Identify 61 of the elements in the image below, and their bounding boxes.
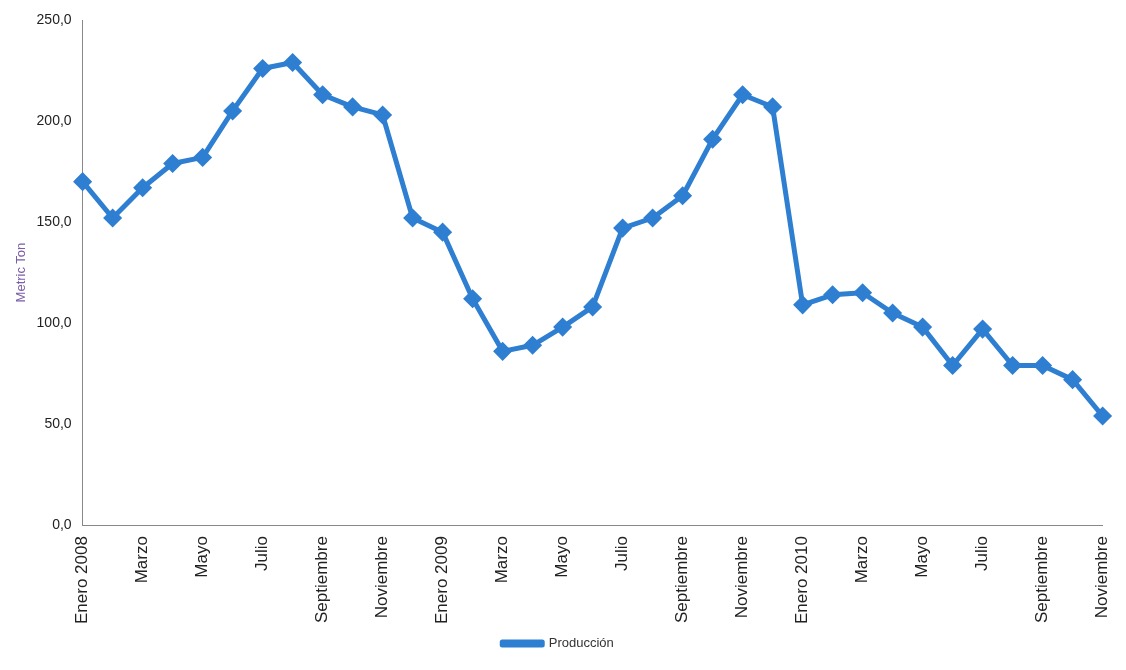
point xyxy=(764,98,782,116)
point xyxy=(284,53,302,71)
y-tick-label: 250,0 xyxy=(36,10,72,27)
point xyxy=(1034,356,1052,374)
point xyxy=(704,130,722,148)
x-tick-label: Mayo xyxy=(912,536,932,578)
x-tick-label: Mayo xyxy=(192,536,212,578)
x-tick-label: Julio xyxy=(972,536,992,572)
x-tick-label: Noviembre xyxy=(1092,536,1112,619)
x-tick-label: Noviembre xyxy=(732,536,752,619)
point xyxy=(1094,407,1112,425)
y-tick-label: 50,0 xyxy=(44,414,72,431)
point xyxy=(584,298,602,316)
point xyxy=(1004,356,1022,374)
x-tick-label: Marzo xyxy=(132,536,152,584)
point xyxy=(734,86,752,104)
x-tick-label: Septiembre xyxy=(312,536,332,624)
point xyxy=(1064,371,1082,389)
point xyxy=(554,318,572,336)
x-tick-label: Mayo xyxy=(552,536,572,578)
point xyxy=(224,102,242,120)
x-tick-label: Enero 2009 xyxy=(432,536,452,624)
y-tick-label: 200,0 xyxy=(36,111,72,128)
y-tick-label: 0,0 xyxy=(52,515,72,532)
point xyxy=(164,154,182,172)
x-tick-label: Marzo xyxy=(492,536,512,584)
point xyxy=(884,304,902,322)
point xyxy=(314,86,332,104)
point xyxy=(824,286,842,304)
point xyxy=(254,59,272,77)
y-tick-label: 150,0 xyxy=(36,212,72,229)
x-tick-label: Septiembre xyxy=(1032,536,1052,624)
point xyxy=(134,179,152,197)
point xyxy=(854,284,872,302)
point xyxy=(374,106,392,124)
x-tick-label: Marzo xyxy=(852,536,872,584)
point xyxy=(434,223,452,241)
legend-label: Producción xyxy=(548,635,614,651)
point xyxy=(194,148,212,166)
point xyxy=(344,98,362,116)
y-axis-title: Metric Ton xyxy=(13,242,29,303)
point xyxy=(944,356,962,374)
y-tick-label: 100,0 xyxy=(36,313,72,330)
point xyxy=(794,296,812,314)
point xyxy=(74,173,92,191)
point xyxy=(914,318,932,336)
point xyxy=(464,290,482,308)
x-tick-label: Julio xyxy=(252,536,272,572)
point xyxy=(644,209,662,227)
point xyxy=(974,320,992,338)
x-tick-label: Enero 2008 xyxy=(72,536,92,624)
point xyxy=(674,187,692,205)
x-tick-label: Noviembre xyxy=(372,536,392,619)
x-tick-label: Septiembre xyxy=(672,536,692,624)
point xyxy=(404,209,422,227)
x-tick-label: Julio xyxy=(612,536,632,572)
point xyxy=(524,336,542,354)
x-tick-label: Enero 2010 xyxy=(792,536,812,624)
point xyxy=(104,209,122,227)
point xyxy=(494,342,512,360)
point xyxy=(614,219,632,237)
